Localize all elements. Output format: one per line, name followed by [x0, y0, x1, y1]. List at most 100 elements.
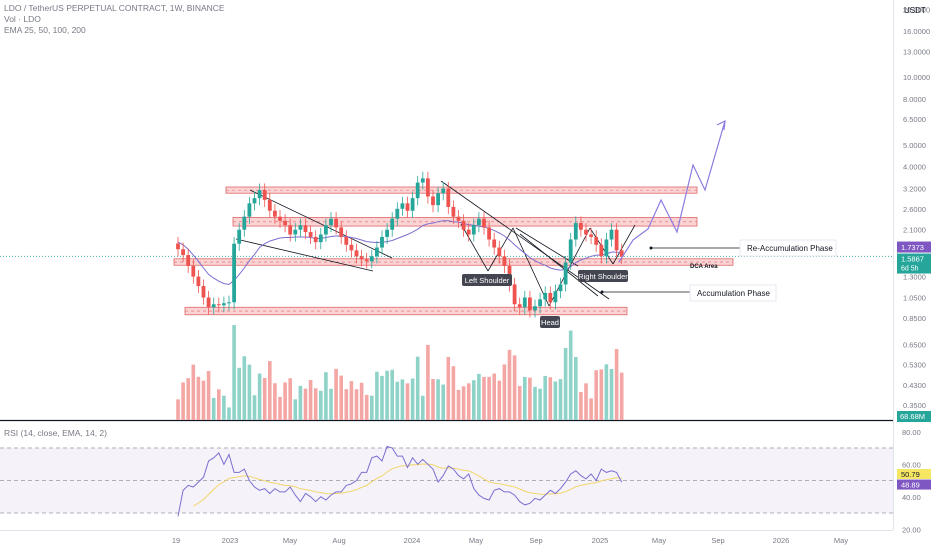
volume-bar-39 [375, 371, 379, 420]
pattern-line-0 [249, 189, 393, 259]
volume-bar-65 [507, 349, 512, 420]
price-tick-13: 0.8500 [903, 314, 926, 323]
candle-body [400, 203, 405, 209]
volume-bar-73 [548, 377, 553, 420]
candle-41 [385, 223, 389, 245]
candle-68 [522, 290, 527, 315]
candle-body [420, 178, 425, 183]
candle-69 [528, 290, 532, 318]
volume-bar-86 [614, 349, 619, 420]
candle-body [318, 234, 323, 243]
re-accumulation-label: Re-Accumulation Phase [747, 244, 833, 253]
candle-body [278, 216, 282, 221]
volume-bar-19 [273, 383, 277, 420]
volume-bar-49 [426, 344, 430, 420]
price-tick-9: 2.6000 [903, 205, 926, 214]
volume-bar-61 [487, 376, 491, 420]
candle-5 [201, 279, 206, 305]
candle-body [308, 232, 313, 237]
volume-bar-46 [410, 378, 415, 420]
volume-bar-0 [176, 399, 180, 420]
time-tick-10: 2026 [773, 536, 790, 545]
pattern-line-10 [519, 233, 599, 297]
candle-body [237, 229, 242, 244]
candle-20 [278, 210, 282, 228]
candle-body [385, 229, 389, 237]
candle-body [599, 244, 604, 257]
candle-body [497, 247, 502, 257]
volume-bar-3 [191, 364, 196, 420]
volume-bar-74 [553, 381, 558, 420]
time-tick-6: Sep [529, 536, 542, 545]
accum-dot [600, 290, 604, 294]
candle-body [528, 297, 532, 311]
candle-29 [324, 218, 328, 242]
candle-body [267, 199, 272, 211]
candle-body [573, 222, 578, 240]
accumulation-label: Accumulation Phase [697, 289, 770, 298]
candle-25 [303, 218, 308, 240]
volume-bar-68 [523, 376, 527, 420]
time-tick-5: May [469, 536, 483, 545]
price-axis: 20.0000 16.0000 13.0000 10.0000 8.0000 6.5000… [893, 0, 931, 530]
candle-83 [599, 238, 604, 264]
candle-21 [283, 214, 287, 233]
candle-13 [242, 210, 247, 237]
rsi-tick-2: 40.00 [902, 493, 921, 502]
candle-18 [267, 193, 272, 218]
ema-legend: EMA 25, 50, 100, 200 [4, 25, 86, 35]
candle-body [487, 227, 491, 240]
candle-body [512, 284, 517, 305]
volume-bar-48 [421, 395, 425, 420]
candle-body [191, 265, 196, 277]
candle-55 [456, 210, 461, 228]
candle-40 [380, 230, 384, 255]
pattern-line-1 [235, 238, 374, 272]
candle-27 [313, 230, 318, 250]
volume-bar-21 [283, 382, 287, 420]
dca-area-label: DCA Area [690, 264, 718, 270]
candle-26 [308, 225, 313, 245]
candle-1 [181, 242, 185, 263]
candle-body [186, 255, 191, 266]
projection-line [618, 120, 726, 263]
candle-32 [339, 220, 344, 245]
candle-body [303, 225, 308, 233]
volume-bar-58 [472, 380, 476, 420]
candle-22 [288, 218, 293, 242]
candle-3 [191, 259, 196, 284]
candle-body [369, 256, 374, 262]
price-tick-1: 16.0000 [903, 27, 930, 36]
time-tick-8: May [652, 536, 666, 545]
volume-bar-57 [466, 383, 471, 420]
volume-bar-53 [446, 356, 451, 420]
pattern-line-3 [460, 223, 489, 272]
candle-body [293, 229, 298, 235]
volume-bar-44 [400, 379, 405, 420]
price-tick-11: 1.3000 [903, 273, 926, 282]
candle-body [522, 297, 527, 308]
rsi-ma-badge-bg [897, 469, 931, 479]
rsi-tick-0: 80.00 [902, 428, 921, 437]
volume-bar-41 [385, 370, 389, 420]
price-tick-15: 0.5300 [903, 360, 926, 369]
rsi-ma-badge: 50.79 [901, 470, 920, 479]
left-shoulder-label: Left Shoulder [465, 276, 510, 285]
volume-bar-37 [364, 394, 369, 420]
volume-bar-16 [257, 373, 262, 420]
head-label-bg [540, 316, 560, 328]
candle-body [257, 190, 262, 199]
candle-76 [563, 256, 568, 292]
volume-bar-77 [568, 330, 573, 420]
price-tick-6: 5.0000 [903, 141, 926, 150]
projection-path [618, 119, 726, 263]
volume-badge: 68.68M [900, 412, 925, 421]
volume-bar-6 [206, 370, 211, 420]
candle-body [390, 218, 395, 230]
candle-body [410, 198, 415, 211]
volume-badge-bg [897, 411, 931, 422]
candle-body [431, 196, 435, 206]
volume-bar-62 [492, 373, 496, 420]
